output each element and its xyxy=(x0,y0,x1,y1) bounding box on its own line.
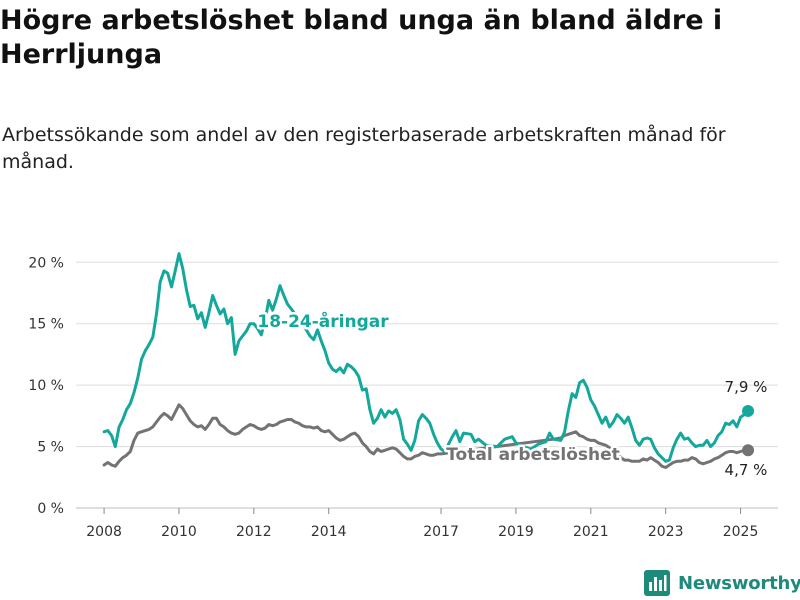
end-point-youth xyxy=(742,404,755,417)
x-axis: 2008 2010 2012 2014 2017 2019 2021 2023 2025 xyxy=(86,508,758,540)
x-tick-label: 2021 xyxy=(573,524,609,540)
series-label-youth: 18-24-åringar xyxy=(257,310,389,332)
series-line-youth xyxy=(102,252,750,463)
series-lines xyxy=(102,252,755,469)
y-tick-label: 10 % xyxy=(28,378,64,394)
chart-subtitle: Arbetssökande som andel av den registerb… xyxy=(2,124,726,173)
x-tick-label: 2012 xyxy=(236,524,272,540)
newsworthy-logo: Newsworthy xyxy=(644,568,800,598)
grid-lines xyxy=(76,261,778,509)
end-point-total xyxy=(742,444,755,457)
brand-name: Newsworthy xyxy=(678,572,800,594)
x-tick-label: 2019 xyxy=(498,524,534,540)
bar-chart-icon xyxy=(644,570,670,596)
x-tick-label: 2010 xyxy=(161,524,197,540)
x-tick-label: 2014 xyxy=(311,524,347,540)
x-tick-label: 2023 xyxy=(648,524,684,540)
y-tick-label: 20 % xyxy=(28,255,64,271)
series-label-total: Total arbetslöshet xyxy=(446,445,620,465)
y-tick-label: 0 % xyxy=(37,501,64,517)
end-value-youth: 7,9 % xyxy=(725,378,768,396)
x-tick-label: 2025 xyxy=(723,524,759,540)
y-axis-ticks: 0 % 5 % 10 % 15 % 20 % xyxy=(28,255,64,517)
end-value-total: 4,7 % xyxy=(725,461,768,479)
x-tick-label: 2008 xyxy=(86,524,122,540)
y-tick-label: 15 % xyxy=(28,317,64,333)
y-tick-label: 5 % xyxy=(37,440,64,456)
x-tick-label: 2017 xyxy=(423,524,459,540)
series-line-total xyxy=(102,403,750,469)
series-labels: 18-24-åringar Total arbetslöshet 7,9 % 4,7 … xyxy=(255,308,768,480)
chart-title: Högre arbetslöshet bland unga än bland ä… xyxy=(0,5,723,70)
